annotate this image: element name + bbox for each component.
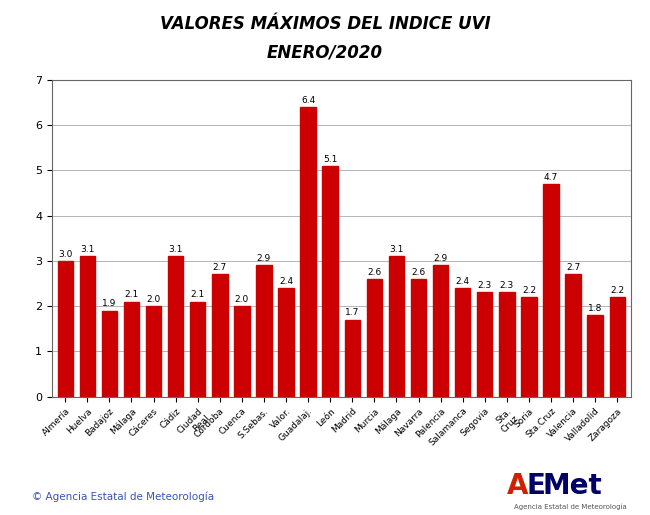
Bar: [256, 265, 272, 397]
Text: 2.2: 2.2: [522, 286, 536, 295]
Bar: [101, 311, 117, 397]
Text: 3.1: 3.1: [168, 245, 183, 254]
Bar: [543, 184, 559, 397]
Bar: [367, 279, 382, 397]
Text: Met: Met: [543, 472, 603, 500]
Text: 1.7: 1.7: [345, 308, 359, 317]
Text: 1.8: 1.8: [588, 304, 603, 313]
Bar: [190, 302, 205, 397]
Bar: [57, 261, 73, 397]
Text: 2.7: 2.7: [213, 263, 227, 272]
Text: 2.1: 2.1: [124, 290, 138, 299]
Bar: [499, 293, 515, 397]
Bar: [433, 265, 448, 397]
Bar: [168, 256, 183, 397]
Text: 3.1: 3.1: [389, 245, 404, 254]
Text: 2.3: 2.3: [478, 281, 492, 290]
Bar: [344, 320, 360, 397]
Bar: [521, 297, 537, 397]
Bar: [322, 166, 338, 397]
Bar: [610, 297, 625, 397]
Text: 2.0: 2.0: [146, 295, 161, 304]
Bar: [234, 306, 250, 397]
Text: 2.4: 2.4: [456, 277, 470, 286]
Text: E: E: [526, 472, 545, 500]
Text: 2.6: 2.6: [367, 268, 382, 277]
Text: A: A: [507, 472, 528, 500]
Text: 6.4: 6.4: [301, 96, 315, 105]
Text: 2.2: 2.2: [610, 286, 624, 295]
Text: 2.1: 2.1: [190, 290, 205, 299]
Text: 2.6: 2.6: [411, 268, 426, 277]
Bar: [455, 288, 471, 397]
Text: © Agencia Estatal de Meteorología: © Agencia Estatal de Meteorología: [32, 492, 215, 502]
Bar: [477, 293, 493, 397]
Text: 2.9: 2.9: [257, 254, 271, 263]
Text: 2.0: 2.0: [235, 295, 249, 304]
Text: Agencia Estatal de Meteorología: Agencia Estatal de Meteorología: [514, 503, 626, 510]
Bar: [146, 306, 161, 397]
Text: 2.3: 2.3: [500, 281, 514, 290]
Text: 5.1: 5.1: [323, 154, 337, 164]
Text: VALORES MÁXIMOS DEL INDICE UVI: VALORES MÁXIMOS DEL INDICE UVI: [160, 15, 490, 33]
Bar: [300, 107, 316, 397]
Bar: [389, 256, 404, 397]
Bar: [566, 274, 581, 397]
Bar: [212, 274, 227, 397]
Text: 3.1: 3.1: [80, 245, 94, 254]
Bar: [79, 256, 95, 397]
Bar: [278, 288, 294, 397]
Text: ENERO/2020: ENERO/2020: [267, 44, 383, 62]
Bar: [124, 302, 139, 397]
Text: 4.7: 4.7: [544, 173, 558, 182]
Text: 3.0: 3.0: [58, 250, 72, 259]
Text: 2.9: 2.9: [434, 254, 448, 263]
Bar: [588, 315, 603, 397]
Text: 2.4: 2.4: [279, 277, 293, 286]
Bar: [411, 279, 426, 397]
Text: 1.9: 1.9: [102, 299, 116, 308]
Text: 2.7: 2.7: [566, 263, 580, 272]
